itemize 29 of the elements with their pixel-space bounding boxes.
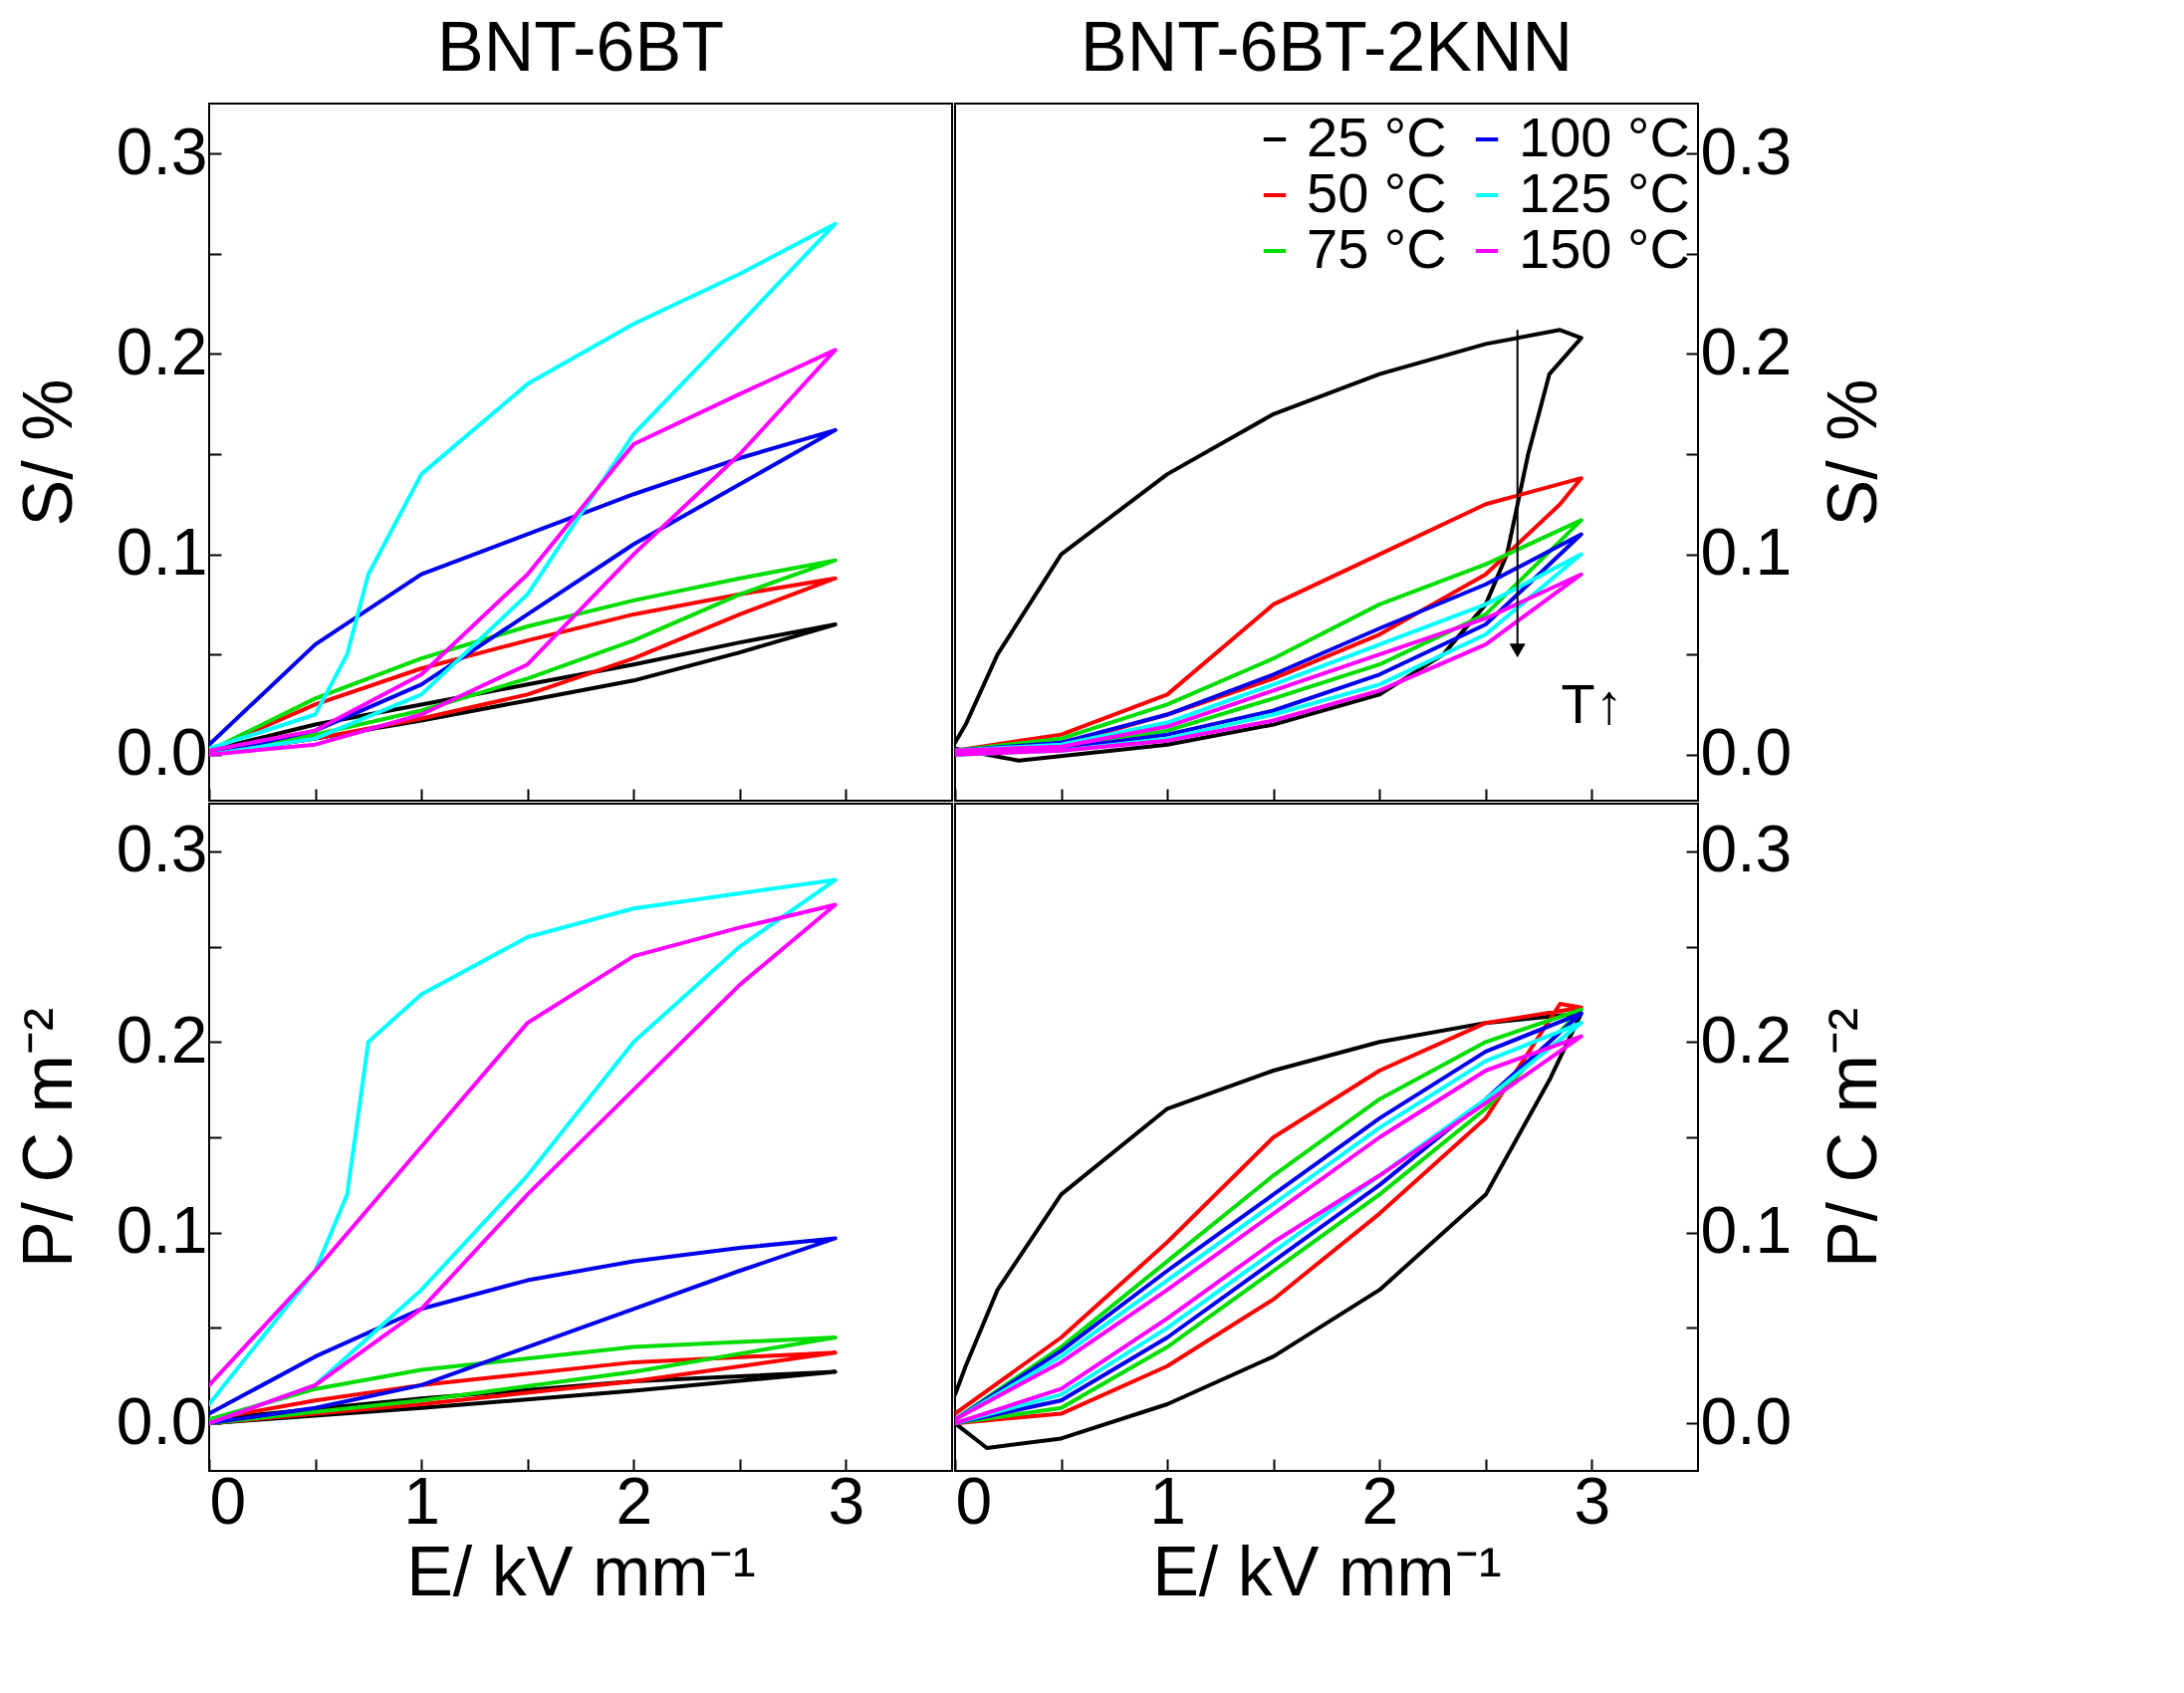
x-tick-label: 3 — [828, 1463, 865, 1538]
y-tick-label: 0.1 — [116, 515, 208, 590]
y-tick-label: 0.3 — [1700, 812, 1793, 886]
chart-title: BNT-6BT-2KNN — [1081, 8, 1573, 86]
x-tick-label: 3 — [1574, 1463, 1611, 1538]
annotation: T↑ — [1561, 672, 1623, 736]
y-tick-label: 0.2 — [1700, 314, 1793, 388]
x-tick-label: 0 — [955, 1463, 993, 1538]
y-axis-title: P/ C m⁻² — [8, 1007, 87, 1269]
x-tick-label: 0 — [209, 1463, 247, 1538]
y-tick-label: 0.1 — [1700, 515, 1793, 590]
y-tick-label: 0.0 — [116, 1383, 208, 1458]
y-axis-title: S/ % — [8, 378, 87, 527]
y-tick-label: 0.2 — [116, 1002, 208, 1077]
y-axis-title: P/ C m⁻² — [1814, 1007, 1892, 1269]
y-tick-label: 0.1 — [116, 1193, 208, 1268]
y-tick-label: 0.3 — [1700, 114, 1793, 188]
y-tick-label: 0.0 — [116, 715, 208, 790]
line-series — [209, 348, 838, 757]
y-tick-label: 0.0 — [1700, 715, 1793, 790]
y-axis-title: S/ % — [1814, 378, 1892, 527]
y-tick-label: 0.0 — [1700, 1383, 1793, 1458]
y-tick-label: 0.3 — [116, 812, 208, 886]
chart-title: BNT-6BT — [437, 8, 724, 86]
y-tick-label: 0.1 — [1700, 1193, 1793, 1268]
line-series — [209, 1236, 838, 1426]
y-tick-label: 0.2 — [116, 314, 208, 388]
y-tick-label: 0.2 — [1700, 1002, 1793, 1077]
y-tick-label: 0.3 — [116, 114, 208, 188]
